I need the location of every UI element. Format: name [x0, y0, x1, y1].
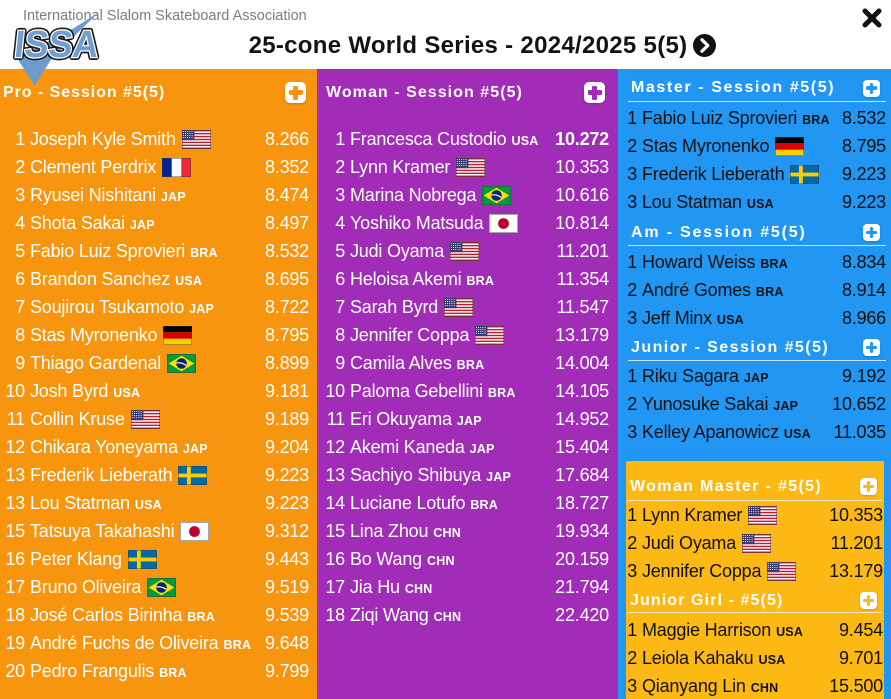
svg-text:ISSA: ISSA — [12, 24, 100, 66]
svg-text:ISSA: ISSA — [12, 24, 100, 66]
svg-text:ISSA: ISSA — [12, 24, 100, 66]
